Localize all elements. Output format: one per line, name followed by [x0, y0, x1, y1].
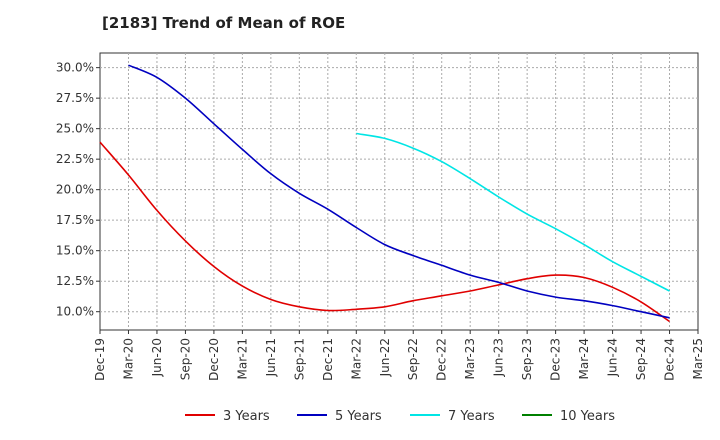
x-tick-label: Mar-20 — [121, 338, 135, 379]
y-tick-label: 17.5% — [56, 213, 94, 227]
x-tick-label: Sep-20 — [178, 338, 192, 380]
x-tick-label: Sep-21 — [292, 338, 306, 380]
y-axis-ticks: 10.0% 12.5% 15.0% 17.5% 20.0% 22.5% 25.0% 27.5%… — [56, 61, 100, 319]
x-tick-label: Dec-23 — [549, 338, 563, 381]
x-tick-label: Dec-24 — [663, 338, 677, 381]
legend-label-5-years: 5 Years — [335, 409, 382, 424]
y-tick-label: 25.0% — [56, 122, 94, 136]
x-tick-label: Dec-19 — [93, 338, 107, 381]
series-line-7-years — [356, 132, 670, 292]
x-tick-label: Mar-24 — [577, 338, 591, 379]
y-tick-label: 30.0% — [56, 61, 94, 75]
x-tick-label: Sep-23 — [520, 338, 534, 380]
series-lines — [99, 64, 670, 323]
series-line-3-years — [99, 141, 670, 323]
x-tick-label: Jun-21 — [264, 338, 278, 377]
x-tick-label: Sep-22 — [406, 338, 420, 380]
y-tick-label: 10.0% — [56, 305, 94, 319]
x-tick-label: Mar-23 — [463, 338, 477, 379]
x-tick-label: Jun-20 — [150, 338, 164, 377]
legend-label-7-years: 7 Years — [448, 409, 495, 424]
series-line-5-years — [128, 64, 670, 319]
y-tick-label: 20.0% — [56, 183, 94, 197]
chart-title: [2183] Trend of Mean of ROE — [102, 14, 346, 32]
x-tick-label: Mar-22 — [349, 338, 363, 379]
legend: 3 Years 5 Years 7 Years 10 Years — [185, 409, 615, 424]
y-tick-label: 15.0% — [56, 244, 94, 258]
x-tick-label: Jun-22 — [378, 338, 392, 377]
legend-label-3-years: 3 Years — [223, 409, 270, 424]
x-tick-label: Mar-21 — [235, 338, 249, 379]
y-tick-label: 27.5% — [56, 91, 94, 105]
x-tick-label: Mar-25 — [691, 338, 705, 379]
x-tick-label: Dec-21 — [321, 338, 335, 381]
y-tick-label: 22.5% — [56, 152, 94, 166]
y-tick-label: 12.5% — [56, 274, 94, 288]
x-tick-label: Jun-24 — [606, 338, 620, 377]
x-tick-label: Dec-20 — [207, 338, 221, 381]
x-tick-label: Sep-24 — [634, 338, 648, 380]
legend-label-10-years: 10 Years — [560, 409, 615, 424]
x-tick-label: Jun-23 — [492, 338, 506, 377]
plot-area — [99, 52, 699, 331]
x-axis-ticks: Dec-19 Mar-20 Jun-20 Sep-20 Dec-20 Mar-21 Jun-… — [93, 330, 705, 381]
x-tick-label: Dec-22 — [435, 338, 449, 381]
